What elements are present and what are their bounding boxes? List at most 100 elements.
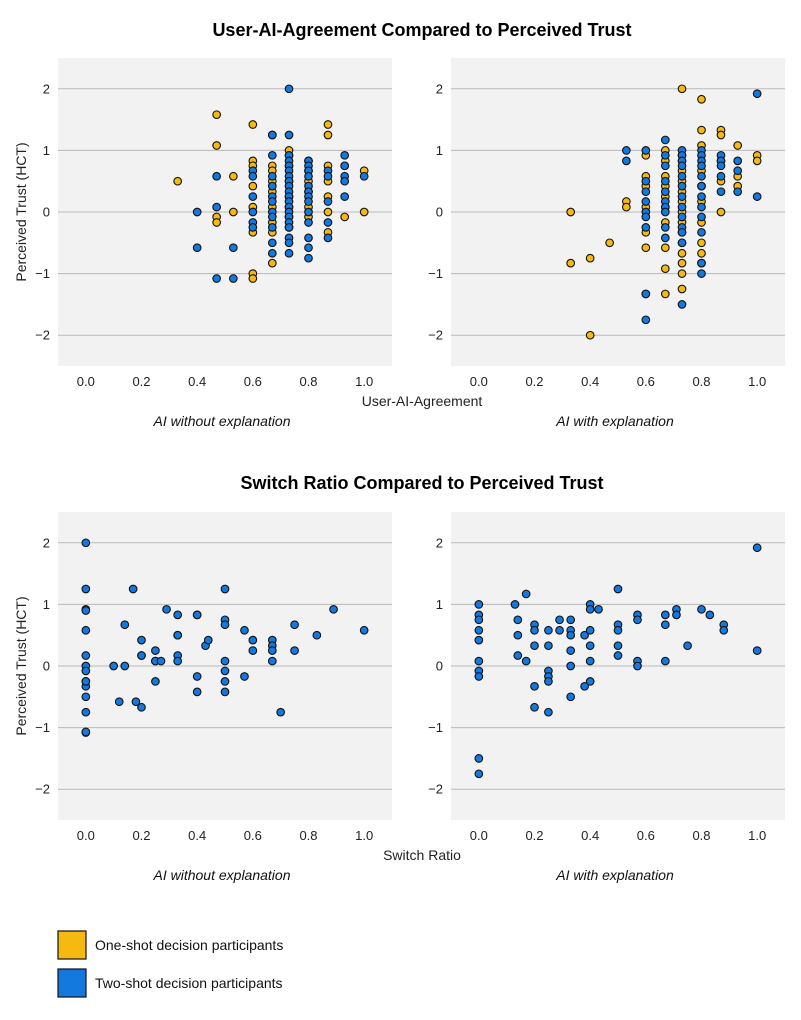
data-point xyxy=(660,176,670,186)
data-point xyxy=(340,150,350,160)
data-point xyxy=(212,274,221,283)
data-point xyxy=(81,707,91,717)
data-point xyxy=(81,625,91,635)
data-point xyxy=(716,187,726,197)
data-point xyxy=(359,625,369,635)
data-point xyxy=(566,258,576,268)
data-point xyxy=(284,84,294,94)
data-point xyxy=(474,769,484,779)
data-point xyxy=(284,130,294,140)
x-tick-label: 0.6 xyxy=(637,828,655,843)
data-point xyxy=(267,238,277,248)
data-point xyxy=(304,207,313,217)
data-point xyxy=(641,289,651,299)
data-point xyxy=(566,615,576,625)
x-tick-label: 1.0 xyxy=(748,374,766,389)
data-point xyxy=(752,156,762,166)
data-point xyxy=(752,89,762,99)
data-point xyxy=(697,212,706,222)
data-point xyxy=(203,635,213,645)
series-two-shot xyxy=(474,543,762,779)
data-point xyxy=(474,754,484,763)
data-point xyxy=(474,672,484,681)
data-point xyxy=(192,672,202,681)
y-tick-label: 2 xyxy=(43,535,50,550)
y-tick-label: −2 xyxy=(35,782,50,797)
data-point xyxy=(81,606,91,615)
data-point xyxy=(544,625,553,635)
data-point xyxy=(697,227,706,237)
data-point xyxy=(284,248,294,258)
data-point xyxy=(613,625,623,635)
data-point xyxy=(173,656,183,666)
data-point xyxy=(660,150,670,160)
data-point xyxy=(555,615,564,625)
x-tick-label: 0.8 xyxy=(692,828,710,843)
data-point xyxy=(660,207,670,217)
y-tick-label: 2 xyxy=(43,81,50,96)
legend-swatch xyxy=(57,930,87,960)
data-point xyxy=(677,161,687,171)
data-point xyxy=(340,161,350,171)
x-tick-label: 1.0 xyxy=(748,828,766,843)
data-point xyxy=(474,656,484,666)
x-tick-label: 0.2 xyxy=(132,374,150,389)
data-point xyxy=(633,615,642,625)
data-point xyxy=(641,176,651,186)
data-point xyxy=(359,171,369,181)
data-point xyxy=(580,681,589,691)
data-point xyxy=(340,212,350,222)
data-point xyxy=(474,600,484,609)
data-point xyxy=(566,630,576,640)
data-point xyxy=(530,641,539,651)
chart-2: Switch Ratio Compared to Perceived Trust… xyxy=(13,473,785,883)
data-point xyxy=(304,197,313,206)
data-point xyxy=(660,187,670,197)
y-tick-label: 1 xyxy=(436,143,443,158)
data-point xyxy=(304,253,313,263)
data-point xyxy=(544,707,553,717)
chart-title: User-AI-Agreement Compared to Perceived … xyxy=(212,20,631,40)
data-point xyxy=(220,656,230,666)
data-point xyxy=(220,666,230,676)
data-point xyxy=(677,212,687,222)
data-point xyxy=(677,171,687,181)
data-point xyxy=(605,238,615,248)
data-point xyxy=(660,135,670,145)
data-point xyxy=(697,604,706,614)
data-point xyxy=(716,161,726,171)
data-point xyxy=(677,227,687,237)
data-point xyxy=(677,258,687,268)
data-point xyxy=(212,141,221,150)
data-point xyxy=(660,233,670,243)
legend-swatch xyxy=(57,968,87,998)
data-point xyxy=(641,223,651,232)
data-point xyxy=(633,661,642,671)
x-tick-label: 0.0 xyxy=(77,828,95,843)
data-point xyxy=(248,274,258,283)
data-point xyxy=(173,630,183,640)
x-tick-label: 0.8 xyxy=(299,828,317,843)
data-point xyxy=(716,171,726,181)
data-point xyxy=(267,212,277,222)
data-point xyxy=(613,641,623,651)
data-point xyxy=(220,584,230,594)
data-point xyxy=(697,202,706,212)
data-point xyxy=(248,223,258,232)
legend: One-shot decision participants Two-shot d… xyxy=(57,930,283,998)
data-point xyxy=(192,610,202,620)
data-point xyxy=(229,207,238,217)
series-two-shot xyxy=(621,89,762,325)
data-point xyxy=(229,274,238,283)
data-point xyxy=(544,677,553,686)
x-tick-label: 1.0 xyxy=(355,374,373,389)
chart-1: User-AI-Agreement Compared to Perceived … xyxy=(13,20,785,429)
data-point xyxy=(733,166,743,176)
y-tick-label: −2 xyxy=(428,328,443,343)
chart-title: Switch Ratio Compared to Perceived Trust xyxy=(240,473,603,493)
data-point xyxy=(641,212,651,222)
y-tick-label: −2 xyxy=(428,782,443,797)
data-point xyxy=(267,197,277,206)
data-point xyxy=(521,656,531,666)
